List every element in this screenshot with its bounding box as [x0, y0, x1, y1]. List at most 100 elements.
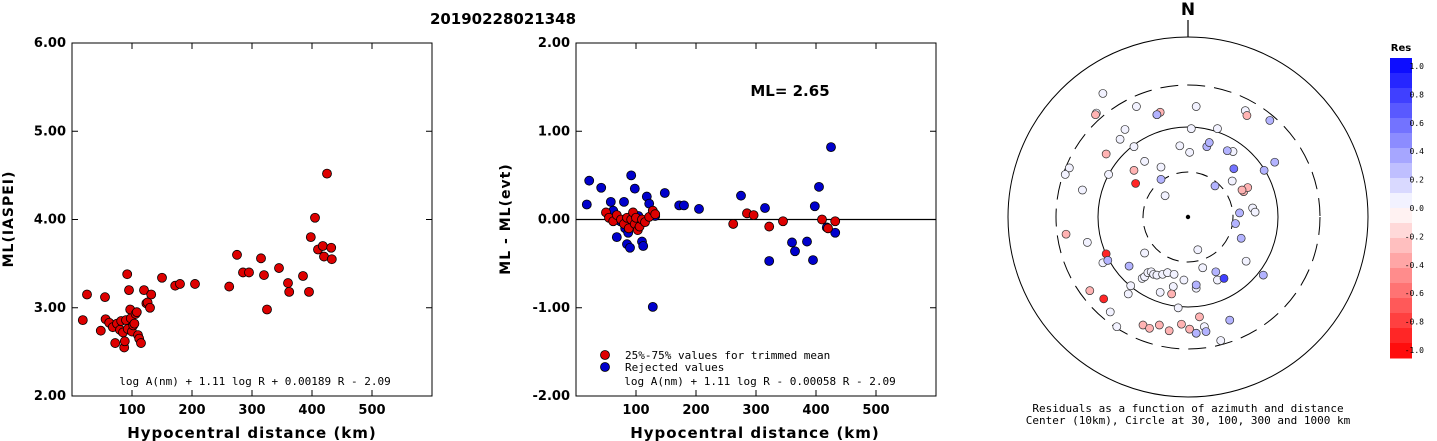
colorbar-cell — [1390, 253, 1412, 269]
residual-point — [629, 183, 640, 194]
azimuth-point — [1191, 102, 1201, 111]
residual-point — [638, 241, 649, 251]
azimuth-point — [1229, 164, 1239, 174]
colorbar-cell — [1390, 88, 1412, 104]
colorbar-cell — [1390, 163, 1412, 179]
residual-x-tick-label: 200 — [682, 403, 709, 418]
azimuth-point — [1160, 191, 1170, 201]
residual-point — [659, 188, 670, 198]
azimuth-point — [1175, 141, 1185, 151]
colorbar-tick-label: -0.2 — [1405, 232, 1424, 241]
colorbar-cells — [1390, 58, 1412, 359]
azimuth-point — [1060, 170, 1070, 179]
legend-rejected-label: Rejected values — [625, 361, 724, 374]
residual-point — [625, 242, 635, 253]
azimuth-point — [1091, 110, 1100, 120]
azimuth-residual-panel: N Residuals as a function of azimuth and… — [1007, 0, 1369, 427]
ml-y-tick-label: 4.00 — [34, 213, 66, 228]
azimuth-point — [1237, 185, 1247, 195]
residual-y-tick-label: 1.00 — [538, 124, 570, 139]
colorbar-cell — [1390, 223, 1412, 239]
residual-y-tick-label: 2.00 — [538, 36, 570, 51]
azimuth-point — [1195, 312, 1204, 322]
residual-point — [647, 301, 658, 312]
colorbar-tick-label: -0.6 — [1405, 289, 1424, 298]
colorbar-tick-label: -1.0 — [1405, 346, 1424, 355]
ml-point — [77, 315, 88, 326]
azimuth-point — [1185, 324, 1194, 334]
residual-point — [826, 142, 836, 153]
ml-y-ticks: 2.00 3.00 4.00 5.00 6.00 — [34, 36, 432, 404]
colorbar-cell — [1390, 178, 1412, 194]
colorbar-cell — [1390, 133, 1412, 149]
ml-point — [119, 336, 130, 347]
azimuth-point — [1099, 294, 1109, 304]
ml-point — [157, 272, 167, 283]
residual-formula: log A(nm) + 1.11 log R - 0.00058 R - 2.0… — [624, 375, 896, 388]
azimuth-point — [1078, 185, 1087, 195]
colorbar-cell — [1390, 118, 1412, 134]
legend-trimmed-label: 25%-75% values for trimmed mean — [625, 349, 830, 362]
azimuth-point — [1211, 267, 1221, 277]
ml-vs-distance-panel: 2.00 3.00 4.00 5.00 6.00 100 200 300 400 500 log… — [1, 36, 433, 441]
azimuth-point — [1242, 111, 1252, 120]
ml-point — [256, 253, 266, 264]
colorbar-title: Res — [1391, 43, 1411, 54]
colorbar-cell — [1390, 148, 1412, 164]
azimuth-point — [1155, 320, 1164, 330]
residual-point — [764, 256, 775, 266]
residual-point — [679, 200, 689, 211]
residual-y-tick-label: 0.00 — [538, 213, 570, 228]
azimuth-point — [1082, 238, 1092, 247]
azimuth-point — [1179, 275, 1189, 285]
azimuth-point — [1258, 270, 1268, 280]
ml-y-tick-label: 3.00 — [34, 301, 66, 316]
ml-point — [146, 289, 157, 300]
colorbar-tick-label: 0.6 — [1410, 119, 1425, 128]
residual-point — [764, 221, 775, 232]
azimuth-point — [1259, 166, 1269, 175]
colorbar-cell — [1390, 268, 1412, 284]
azimuth-points — [1060, 89, 1280, 345]
residual-point — [817, 214, 827, 225]
ml-point — [298, 271, 308, 281]
colorbar-cell — [1390, 58, 1412, 74]
azimuth-point — [1140, 248, 1149, 258]
azimuth-point — [1123, 289, 1133, 299]
azimuth-point — [1219, 274, 1229, 283]
ml-point — [95, 325, 106, 336]
colorbar-cell — [1390, 208, 1412, 224]
azimuth-point — [1213, 124, 1222, 133]
ml-y-tick-label: 6.00 — [34, 36, 66, 51]
ml-point — [122, 269, 133, 280]
residual-point — [626, 170, 637, 181]
colorbar-tick-label: 1.0 — [1410, 62, 1425, 71]
ml-point — [190, 279, 200, 289]
azimuth-point — [1103, 256, 1113, 265]
residual-point — [581, 199, 592, 210]
figure-title: 20190228021348 — [430, 10, 576, 28]
azimuth-point — [1185, 147, 1194, 157]
ml-point — [283, 278, 293, 288]
colorbar-cell — [1390, 313, 1412, 329]
ml-point — [305, 232, 316, 243]
residual-point — [830, 216, 841, 227]
ml-x-tick-label: 100 — [118, 403, 145, 418]
azimuth-point — [1235, 208, 1244, 218]
residual-points — [581, 142, 841, 312]
azimuth-point — [1101, 149, 1111, 159]
polar-caption-line1: Residuals as a function of azimuth and d… — [1032, 402, 1343, 415]
azimuth-point — [1210, 181, 1220, 191]
ml-point — [326, 242, 337, 253]
residual-point — [605, 196, 616, 207]
azimuth-point — [1129, 166, 1139, 175]
azimuth-point — [1241, 256, 1251, 266]
ml-x-ticks: 100 200 300 400 500 — [118, 43, 386, 418]
ml-point — [322, 168, 332, 179]
colorbar-labels: 1.0 0.8 0.6 0.4 0.2 0.0 -0.2 -0.4 -0.6 -0.8 -1.0 — [1405, 62, 1424, 355]
azimuth-point — [1168, 282, 1178, 291]
ml-point — [274, 263, 284, 273]
residual-y-tick-label: -1.00 — [533, 301, 570, 316]
ml-point — [317, 241, 328, 251]
